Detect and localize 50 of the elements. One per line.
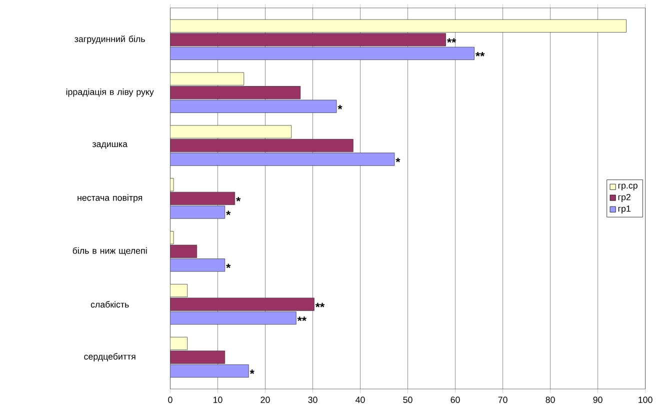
x-tick-label: 30: [308, 396, 318, 404]
bar: [170, 152, 395, 166]
bar: [170, 20, 627, 33]
x-tick-label: 70: [498, 396, 508, 404]
y-tick-label: біль в ниж щелепі: [72, 247, 147, 256]
bar: [170, 284, 188, 298]
y-tick-label: сердцебиття: [84, 353, 136, 362]
x-tick-label: 40: [356, 396, 365, 404]
data-label: *: [396, 158, 400, 162]
x-tick-label: 80: [546, 396, 555, 404]
bar: [170, 33, 446, 46]
bar: [170, 86, 301, 100]
x-tick-label: 60: [450, 396, 460, 404]
bar: [170, 192, 236, 206]
bar: [170, 298, 314, 311]
legend-label: гр1: [618, 206, 630, 214]
data-label: *: [338, 105, 342, 110]
data-label: **: [446, 38, 456, 43]
y-tick-label: нестача повітря: [78, 194, 142, 203]
data-label: *: [226, 264, 231, 268]
x-tick-label: 20: [260, 396, 270, 404]
y-tick-label: слабкість: [90, 301, 129, 308]
y-tick-label: задишка: [92, 142, 128, 149]
bar: [170, 72, 244, 86]
bar: [170, 350, 226, 364]
bar: [170, 364, 249, 378]
bar: [170, 206, 226, 219]
x-tick-label: 10: [213, 396, 222, 404]
data-label: *: [236, 197, 241, 202]
bar: [170, 100, 337, 114]
bar: [170, 125, 292, 138]
bar: [170, 337, 188, 350]
data-label: *: [250, 370, 254, 374]
x-tick-label: 50: [403, 396, 412, 404]
x-tick-label: 0: [168, 396, 172, 404]
y-tick-label: загрудинний біль: [74, 36, 145, 44]
x-tick-label: 90: [593, 396, 602, 404]
bar: [170, 47, 474, 60]
data-label: **: [315, 303, 325, 308]
data-label: *: [226, 210, 231, 216]
legend-label: гр.ср: [618, 184, 638, 191]
data-label: **: [476, 52, 485, 57]
legend-label: гр2: [618, 194, 630, 202]
bar: [170, 258, 226, 272]
data-label: **: [297, 316, 307, 322]
y-tick-label: іррадіація в ліву руку: [66, 88, 154, 97]
x-tick-label: 100: [638, 396, 652, 404]
bar: [170, 312, 296, 325]
bar: [170, 244, 198, 258]
bar: [170, 139, 354, 152]
